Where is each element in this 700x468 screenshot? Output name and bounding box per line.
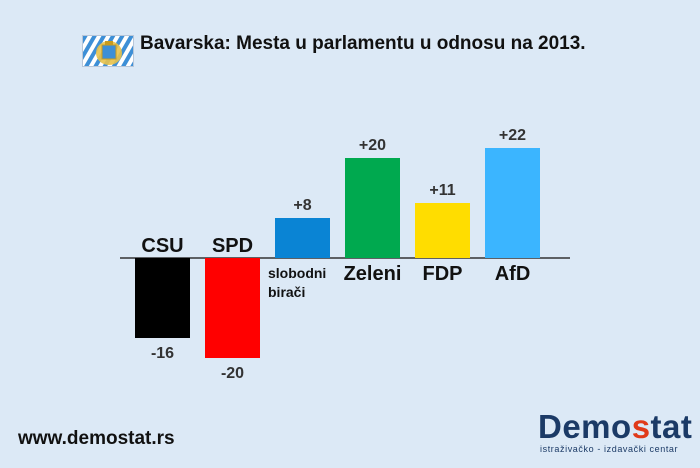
category-label: SPD: [212, 235, 253, 257]
value-label: +11: [429, 182, 455, 199]
bar-spd: [205, 258, 260, 358]
chart-title: Bavarska: Mesta u parlamentu u odnosu na…: [140, 33, 586, 54]
logo-wordmark: Demostat: [538, 410, 694, 444]
value-label: -16: [151, 345, 174, 362]
value-label: +20: [359, 137, 386, 154]
category-label: Zeleni: [344, 263, 402, 285]
demostat-logo: Demostat istraživačko - izdavački centar: [538, 410, 694, 460]
value-label: +8: [293, 197, 311, 214]
category-label: CSU: [141, 235, 183, 257]
bar-afd: [485, 148, 540, 258]
bavaria-flag-icon: [82, 35, 134, 67]
bar-fdp: [415, 203, 470, 258]
category-label: FDP: [423, 263, 463, 285]
category-label: birači: [268, 284, 305, 300]
bar-slobodni-birači: [275, 218, 330, 258]
bavaria-flag-graphic: [83, 36, 133, 66]
bar-zeleni: [345, 158, 400, 258]
category-label: AfD: [495, 263, 531, 285]
category-label: slobodni: [268, 265, 326, 281]
logo-part1: Demo: [538, 408, 632, 445]
logo-part-accent: s: [631, 408, 651, 445]
footer-url: www.demostat.rs: [18, 428, 175, 449]
value-label: +22: [499, 127, 526, 144]
logo-subtitle: istraživačko - izdavački centar: [540, 444, 679, 454]
value-label: -20: [221, 365, 244, 382]
bar-csu: [135, 258, 190, 338]
logo-part2: tat: [650, 408, 693, 445]
